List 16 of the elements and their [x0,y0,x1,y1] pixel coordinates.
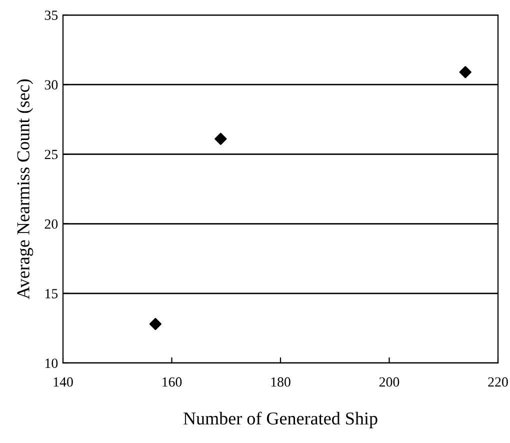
y-tick-label: 15 [45,289,58,298]
y-tick-label: 10 [45,358,58,368]
x-tick-label: 220 [488,377,508,387]
x-tick-label: 180 [271,377,290,387]
x-tick-label: 140 [54,377,73,387]
y-tick-label: 25 [44,150,58,160]
x-axis-title: Number of Generated Ship [184,412,378,428]
point [149,318,162,330]
point [459,66,472,78]
y-tick-label: 20 [44,219,58,229]
y-tick-label: 35 [44,10,58,20]
point [214,132,227,145]
x-tick-label: 160 [162,377,182,387]
y-axis-title: Average Nearmiss Count (sec) [16,79,34,300]
y-tick-label: 30 [44,80,58,90]
x-tick-label: 200 [379,377,400,387]
